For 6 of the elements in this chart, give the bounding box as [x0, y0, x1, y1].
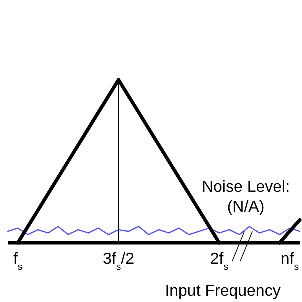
x-axis-title: Input Frequency [165, 283, 281, 300]
x-tick-label: nf$_{s}$ [280, 251, 300, 272]
x-tick-label: 3f$_{s}$/2 [103, 251, 135, 272]
annotation: Noise Level: (N/A) [202, 179, 290, 216]
x-tick-label: f$_{s}$ [13, 251, 23, 272]
x-tick-label: 2f$_{s}$ [210, 251, 229, 272]
